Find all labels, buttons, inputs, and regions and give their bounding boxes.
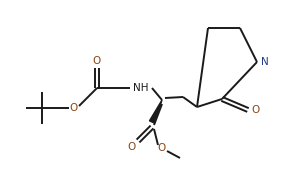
Text: O: O — [158, 143, 166, 153]
Text: O: O — [252, 105, 260, 115]
Text: NH: NH — [133, 83, 149, 93]
Text: O: O — [128, 142, 136, 152]
Text: N: N — [261, 57, 269, 67]
Polygon shape — [150, 100, 162, 123]
Text: O: O — [93, 56, 101, 66]
Text: O: O — [70, 103, 78, 113]
